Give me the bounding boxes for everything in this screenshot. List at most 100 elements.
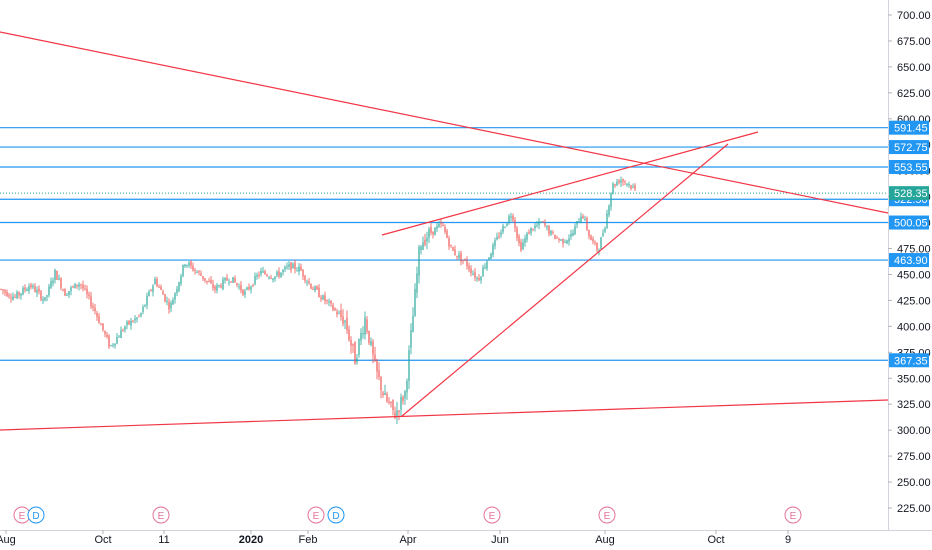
candle-body	[246, 287, 248, 290]
candle-body	[236, 283, 238, 286]
candle-body	[176, 288, 178, 294]
candle-body	[132, 321, 134, 323]
candle-body	[340, 310, 342, 317]
x-tick-label: 9	[785, 534, 791, 546]
candle-body	[262, 271, 264, 273]
candle-body	[226, 277, 228, 281]
event-badge-circle[interactable]	[152, 506, 170, 524]
candle-body	[614, 184, 616, 186]
candle-body	[404, 391, 406, 399]
candle-body	[550, 230, 552, 235]
trendline-rising-wedge-lower[interactable]	[401, 143, 729, 417]
candle-body	[286, 266, 288, 268]
candle-body	[618, 180, 620, 183]
event-badge-circle[interactable]	[307, 506, 325, 524]
candle-body	[138, 315, 140, 317]
earnings-badge[interactable]: E	[483, 506, 501, 524]
event-badge-circle[interactable]	[483, 506, 501, 524]
earnings-badge[interactable]: E	[598, 506, 616, 524]
candle-body	[162, 291, 164, 295]
candle-body	[374, 354, 376, 361]
event-badge-circle[interactable]	[598, 506, 616, 524]
candle-body	[364, 317, 366, 335]
candle-body	[74, 283, 76, 289]
event-badge-circle[interactable]	[784, 506, 802, 524]
trendline-long-ascending-support[interactable]	[0, 399, 889, 431]
candle-body	[36, 290, 38, 293]
earnings-badge[interactable]: E	[307, 506, 325, 524]
candle-body	[532, 228, 534, 231]
candle-body	[268, 277, 270, 279]
candle-body	[34, 286, 36, 292]
price-level-tag-bg	[889, 353, 929, 368]
candle-body	[612, 183, 614, 194]
candle-body	[294, 262, 296, 270]
y-tick-label: 300.00	[897, 425, 931, 437]
price-level-tag: 572.75	[889, 140, 929, 155]
candle-body	[174, 293, 176, 300]
trendline-long-descending-resistance[interactable]	[0, 31, 889, 214]
candle-body	[260, 270, 262, 275]
candle-body	[474, 272, 476, 278]
price-level-value: 553.55	[894, 162, 928, 174]
candle-body	[110, 345, 112, 347]
candle-body	[360, 332, 362, 341]
candle-body	[62, 289, 64, 291]
candle-body	[440, 222, 442, 224]
candle-body	[322, 295, 324, 300]
candle-body	[2, 289, 4, 291]
candle-body	[508, 216, 510, 223]
candle-body	[182, 264, 184, 276]
candle-body	[120, 330, 122, 339]
event-badge-circle[interactable]	[27, 506, 45, 524]
candle-body	[484, 266, 486, 269]
candle-body	[114, 343, 116, 346]
x-tick-label: Oct	[94, 534, 111, 546]
candle-body	[102, 323, 104, 331]
candle-body	[22, 287, 24, 295]
candle-body	[278, 271, 280, 277]
candle-body	[510, 216, 512, 218]
trendlines[interactable]	[0, 31, 889, 431]
candle-body	[86, 288, 88, 295]
candle-body	[446, 230, 448, 238]
trendline-rising-wedge-upper[interactable]	[381, 131, 759, 236]
y-tick-label: 350.00	[897, 373, 931, 385]
candle-body	[494, 240, 496, 246]
candle-body	[548, 226, 550, 234]
candle-body	[426, 238, 428, 242]
y-tick-label: 450.00	[897, 269, 931, 281]
candle-body	[112, 344, 114, 346]
candle-body	[164, 294, 166, 302]
x-tick-label: Aug	[0, 534, 16, 546]
candle-body	[410, 330, 412, 348]
candle-body	[266, 274, 268, 277]
candle-body	[192, 265, 194, 271]
candle-body	[380, 376, 382, 391]
candle-body	[616, 181, 618, 186]
candle-body	[198, 270, 200, 273]
price-level-value: 572.75	[894, 142, 928, 154]
price-levels[interactable]	[0, 127, 888, 361]
last-price-value: 528.35	[894, 188, 928, 200]
candle-body	[4, 290, 6, 293]
candle-body	[522, 242, 524, 250]
candle-body	[180, 275, 182, 284]
event-badge-circle[interactable]	[327, 506, 345, 524]
dividend-badge[interactable]: D	[327, 506, 345, 524]
candle-body	[290, 262, 292, 271]
dividend-badge[interactable]: D	[27, 506, 45, 524]
earnings-badge[interactable]: E	[784, 506, 802, 524]
candle-body	[422, 242, 424, 250]
candle-body	[52, 280, 54, 284]
earnings-badge[interactable]: E	[152, 506, 170, 524]
candle-body	[252, 285, 254, 287]
candle-body	[208, 281, 210, 283]
candle-body	[414, 289, 416, 317]
candle-body	[230, 281, 232, 283]
candle-body	[574, 226, 576, 235]
candle-body	[30, 284, 32, 288]
